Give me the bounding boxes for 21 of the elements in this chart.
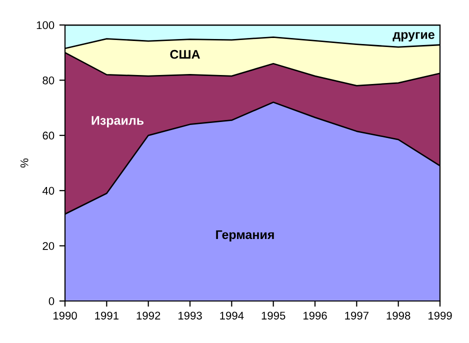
x-tick-label: 1994 — [220, 312, 244, 320]
x-tick-label: 1990 — [53, 312, 77, 320]
y-tick-label: 0 — [48, 297, 54, 306]
x-tick-label: 1997 — [345, 312, 368, 320]
y-axis-title: % — [20, 158, 28, 168]
y-tick-label: 20 — [42, 242, 54, 250]
series-label: Израиль — [92, 116, 144, 128]
x-tick-label: 1999 — [428, 312, 452, 320]
y-tick-label: 80 — [42, 76, 54, 84]
x-tick-label: 1996 — [303, 312, 327, 320]
x-tick-label: 1992 — [136, 312, 160, 320]
x-tick-label: 1991 — [95, 312, 118, 320]
x-tick-label: 1998 — [386, 312, 410, 320]
y-tick-label: 40 — [42, 186, 54, 195]
series-label: США — [170, 50, 200, 59]
y-tick-label: 60 — [42, 132, 54, 140]
x-tick-label: 1993 — [178, 312, 202, 320]
x-tick-label: 1995 — [262, 312, 286, 320]
y-tick-label: 100 — [36, 21, 54, 30]
series-label: Германия — [216, 230, 274, 242]
series-label: другие — [392, 32, 434, 42]
